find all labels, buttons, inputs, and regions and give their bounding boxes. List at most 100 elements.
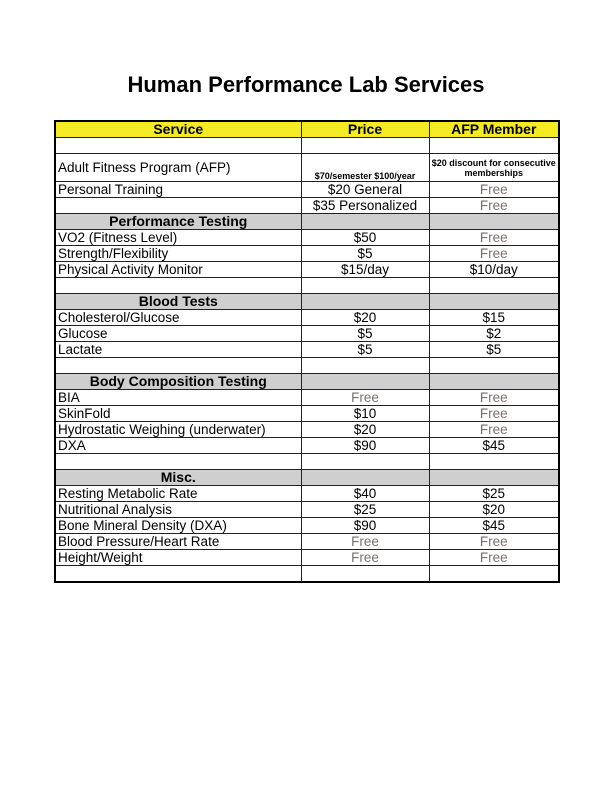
price-cell bbox=[300, 453, 430, 470]
service-cell bbox=[54, 565, 302, 583]
member-cell: Free bbox=[428, 229, 560, 246]
member-cell: $20 bbox=[428, 501, 560, 518]
price-cell: $20 bbox=[300, 421, 430, 438]
service-cell: SkinFold bbox=[54, 405, 302, 422]
member-cell: $10/day bbox=[428, 261, 560, 278]
table-row: Cholesterol/Glucose $20 $15 bbox=[54, 309, 560, 326]
price-cell bbox=[300, 469, 430, 486]
member-cell bbox=[428, 277, 560, 294]
price-cell bbox=[300, 373, 430, 390]
member-cell bbox=[428, 137, 560, 154]
table-row: Strength/Flexibility $5 Free bbox=[54, 245, 560, 262]
header-price: Price bbox=[300, 120, 430, 138]
member-cell: Free bbox=[428, 197, 560, 214]
price-cell bbox=[300, 357, 430, 374]
price-cell: $35 Personalized bbox=[300, 197, 430, 214]
service-cell: VO2 (Fitness Level) bbox=[54, 229, 302, 246]
section-header-row: Blood Tests bbox=[54, 293, 560, 310]
price-cell bbox=[300, 293, 430, 310]
service-cell: Nutritional Analysis bbox=[54, 501, 302, 518]
table-row: Personal Training $20 General Free bbox=[54, 181, 560, 198]
price-cell: $50 bbox=[300, 229, 430, 246]
service-cell bbox=[54, 453, 302, 470]
service-cell bbox=[54, 277, 302, 294]
section-header-row: Performance Testing bbox=[54, 213, 560, 230]
service-cell: Glucose bbox=[54, 325, 302, 342]
table-row: SkinFold $10 Free bbox=[54, 405, 560, 422]
table-row: Nutritional Analysis $25 $20 bbox=[54, 501, 560, 518]
service-cell: Body Composition Testing bbox=[54, 373, 302, 390]
price-cell: $5 bbox=[300, 245, 430, 262]
service-cell: Bone Mineral Density (DXA) bbox=[54, 517, 302, 534]
blank-row bbox=[54, 277, 560, 294]
price-cell: Free bbox=[300, 533, 430, 550]
section-header-row: Body Composition Testing bbox=[54, 373, 560, 390]
member-cell bbox=[428, 293, 560, 310]
blank-row bbox=[54, 453, 560, 470]
blank-row bbox=[54, 357, 560, 374]
section-header-row: Misc. bbox=[54, 469, 560, 486]
service-cell: BIA bbox=[54, 389, 302, 406]
table-row: Physical Activity Monitor $15/day $10/day bbox=[54, 261, 560, 278]
member-cell: $25 bbox=[428, 485, 560, 502]
service-cell: Misc. bbox=[54, 469, 302, 486]
service-cell: Cholesterol/Glucose bbox=[54, 309, 302, 326]
member-cell: Free bbox=[428, 421, 560, 438]
price-cell bbox=[300, 137, 430, 154]
service-cell bbox=[54, 137, 302, 154]
price-cell: Free bbox=[300, 389, 430, 406]
price-cell bbox=[300, 213, 430, 230]
service-cell: DXA bbox=[54, 437, 302, 454]
service-cell: Performance Testing bbox=[54, 213, 302, 230]
service-cell: Strength/Flexibility bbox=[54, 245, 302, 262]
service-cell: Blood Pressure/Heart Rate bbox=[54, 533, 302, 550]
service-cell bbox=[54, 197, 302, 214]
blank-row bbox=[54, 565, 560, 583]
member-cell: Free bbox=[428, 533, 560, 550]
member-cell: Free bbox=[428, 245, 560, 262]
table-row: Resting Metabolic Rate $40 $25 bbox=[54, 485, 560, 502]
header-row: Service Price AFP Member bbox=[54, 120, 560, 138]
table-row: $35 Personalized Free bbox=[54, 197, 560, 214]
price-cell bbox=[300, 565, 430, 583]
price-cell: $15/day bbox=[300, 261, 430, 278]
member-cell: Free bbox=[428, 389, 560, 406]
table-row: Adult Fitness Program (AFP) $70/semester … bbox=[54, 153, 560, 182]
member-cell: Free bbox=[428, 181, 560, 198]
table-row: Lactate $5 $5 bbox=[54, 341, 560, 358]
member-cell bbox=[428, 453, 560, 470]
table-row: DXA $90 $45 bbox=[54, 437, 560, 454]
price-cell: $20 General bbox=[300, 181, 430, 198]
member-cell: $20 discount for consecutive memberships bbox=[428, 153, 560, 182]
table-row: Height/Weight Free Free bbox=[54, 549, 560, 566]
service-cell: Physical Activity Monitor bbox=[54, 261, 302, 278]
table-row: Glucose $5 $2 bbox=[54, 325, 560, 342]
service-cell: Hydrostatic Weighing (underwater) bbox=[54, 421, 302, 438]
member-cell: $2 bbox=[428, 325, 560, 342]
member-cell bbox=[428, 373, 560, 390]
table-row: Hydrostatic Weighing (underwater) $20 Free bbox=[54, 421, 560, 438]
price-cell: $90 bbox=[300, 517, 430, 534]
services-table: Service Price AFP Member Adult Fitness P… bbox=[54, 120, 560, 583]
header-afp-member: AFP Member bbox=[428, 120, 560, 138]
header-service: Service bbox=[54, 120, 302, 138]
table-row: VO2 (Fitness Level) $50 Free bbox=[54, 229, 560, 246]
service-cell: Adult Fitness Program (AFP) bbox=[54, 153, 302, 182]
page-title: Human Performance Lab Services bbox=[127, 72, 485, 97]
service-cell bbox=[54, 357, 302, 374]
table-row: BIA Free Free bbox=[54, 389, 560, 406]
member-cell bbox=[428, 357, 560, 374]
service-cell: Blood Tests bbox=[54, 293, 302, 310]
member-cell: $5 bbox=[428, 341, 560, 358]
member-cell bbox=[428, 469, 560, 486]
price-cell: $25 bbox=[300, 501, 430, 518]
service-cell: Personal Training bbox=[54, 181, 302, 198]
member-cell: Free bbox=[428, 549, 560, 566]
table-row: Bone Mineral Density (DXA) $90 $45 bbox=[54, 517, 560, 534]
price-cell bbox=[300, 277, 430, 294]
price-cell: $70/semester $100/year bbox=[300, 153, 430, 182]
blank-row bbox=[54, 137, 560, 154]
service-cell: Height/Weight bbox=[54, 549, 302, 566]
price-cell: $90 bbox=[300, 437, 430, 454]
price-cell: Free bbox=[300, 549, 430, 566]
